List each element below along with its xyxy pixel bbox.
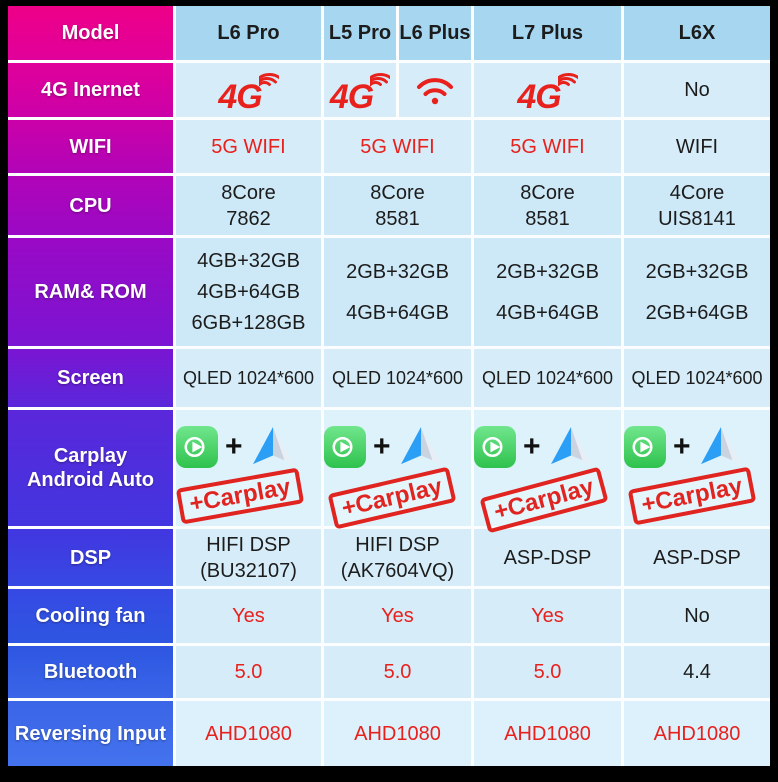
reversing-cell-l5pro-l6plus: AHD1080: [324, 701, 471, 766]
4g-icon: 4G: [218, 70, 279, 114]
carplay-cell-l6pro: + +Carplay: [175, 410, 321, 526]
carplay-stamp: +Carplay: [175, 467, 305, 525]
carplay-cell-l7plus: + +Carplay: [474, 410, 621, 534]
ram-cell-l7plus: 2GB+32GB 4GB+64GB: [474, 238, 621, 346]
cpu-cell-l6x: 4Core UIS8141: [624, 176, 770, 235]
model-name-l6x: L6X: [624, 6, 770, 60]
reversing-cell-l6pro: AHD1080: [176, 701, 321, 766]
bluetooth-cell-l7plus: 5.0: [474, 646, 621, 698]
cooling-cell-l5pro-l6plus: Yes: [324, 589, 471, 643]
cpu-cell-l5pro-l6plus: 8Core 8581: [324, 176, 471, 235]
internet-cell-l7plus: 4G: [474, 63, 621, 117]
cpu-cell-l6pro: 8Core 7862: [176, 176, 321, 235]
signal-arcs-icon: [557, 73, 578, 86]
internet-cell-l6plus: [399, 63, 471, 117]
dsp-cell-l5pro-l6plus: HIFI DSP (AK7604VQ): [324, 529, 471, 586]
reversing-cell-l6x: AHD1080: [624, 701, 770, 766]
row-label-cooling-fan: Cooling fan: [8, 589, 173, 643]
model-name-l6plus: L6 Plus: [399, 6, 471, 60]
carplay-stamp: +Carplay: [327, 466, 457, 530]
android-auto-icon: [252, 426, 293, 465]
internet-cell-l6pro: 4G: [176, 63, 321, 117]
dsp-cell-l6pro: HIFI DSP (BU32107): [176, 529, 321, 586]
wifi-icon: [417, 78, 453, 105]
wifi-cell-l6x: WIFI: [624, 120, 770, 173]
carplay-stamp: +Carplay: [479, 466, 609, 534]
row-label-reversing-input: Reversing Input: [8, 701, 173, 766]
carplay-cell-l5pro-l6plus: + +Carplay: [324, 410, 471, 530]
screen-cell-l5pro-l6plus: QLED 1024*600: [324, 349, 471, 407]
screen-cell-l6x: QLED 1024*600: [624, 349, 770, 407]
bluetooth-cell-l5pro-l6plus: 5.0: [324, 646, 471, 698]
ram-cell-l6x: 2GB+32GB 2GB+64GB: [624, 238, 770, 346]
carplay-icon: [624, 426, 666, 468]
row-label-4g-internet: 4G Inernet: [8, 63, 173, 117]
model-name-l7plus: L7 Plus: [474, 6, 621, 60]
wifi-cell-l6pro: 5G WIFI: [176, 120, 321, 173]
model-name-l6pro: L6 Pro: [176, 6, 321, 60]
row-label-wifi: WIFI: [8, 120, 173, 173]
android-auto-icon: [550, 426, 591, 465]
wifi-cell-l5pro-l6plus: 5G WIFI: [324, 120, 471, 173]
reversing-cell-l7plus: AHD1080: [474, 701, 621, 766]
row-label-carplay-android-auto: Carplay Android Auto: [8, 410, 173, 526]
carplay-stamp: +Carplay: [627, 466, 757, 526]
row-label-model: Model: [8, 6, 173, 60]
row-label-screen: Screen: [8, 349, 173, 407]
android-auto-icon: [700, 426, 741, 465]
model-name-l5pro: L5 Pro: [324, 6, 396, 60]
cooling-cell-l6x: No: [624, 589, 770, 643]
carplay-icon: [324, 426, 366, 468]
internet-cell-l6x: No: [624, 63, 770, 117]
cpu-cell-l7plus: 8Core 8581: [474, 176, 621, 235]
carplay-icon: [176, 426, 218, 468]
dsp-cell-l7plus: ASP-DSP: [474, 529, 621, 586]
row-label-cpu: CPU: [8, 176, 173, 235]
cooling-cell-l7plus: Yes: [474, 589, 621, 643]
dsp-cell-l6x: ASP-DSP: [624, 529, 770, 586]
internet-cell-l5pro: 4G: [324, 63, 396, 117]
comparison-table: Model L6 Pro L5 Pro L6 Plus L7 Plus L6X …: [8, 6, 770, 766]
row-label-dsp: DSP: [8, 529, 173, 586]
screen-cell-l6pro: QLED 1024*600: [176, 349, 321, 407]
row-label-bluetooth: Bluetooth: [8, 646, 173, 698]
bluetooth-cell-l6pro: 5.0: [176, 646, 321, 698]
carplay-icon: [474, 426, 516, 468]
signal-arcs-icon: [258, 73, 279, 86]
bluetooth-cell-l6x: 4.4: [624, 646, 770, 698]
wifi-cell-l7plus: 5G WIFI: [474, 120, 621, 173]
cooling-cell-l6pro: Yes: [176, 589, 321, 643]
signal-arcs-icon: [370, 73, 391, 86]
ram-cell-l5pro-l6plus: 2GB+32GB 4GB+64GB: [324, 238, 471, 346]
screen-cell-l7plus: QLED 1024*600: [474, 349, 621, 407]
android-auto-icon: [400, 426, 441, 465]
ram-cell-l6pro: 4GB+32GB 4GB+64GB 6GB+128GB: [176, 238, 321, 346]
row-label-ram-rom: RAM& ROM: [8, 238, 173, 346]
carplay-cell-l6x: + +Carplay: [624, 410, 770, 526]
4g-icon: 4G: [517, 70, 578, 114]
4g-icon: 4G: [330, 70, 391, 114]
